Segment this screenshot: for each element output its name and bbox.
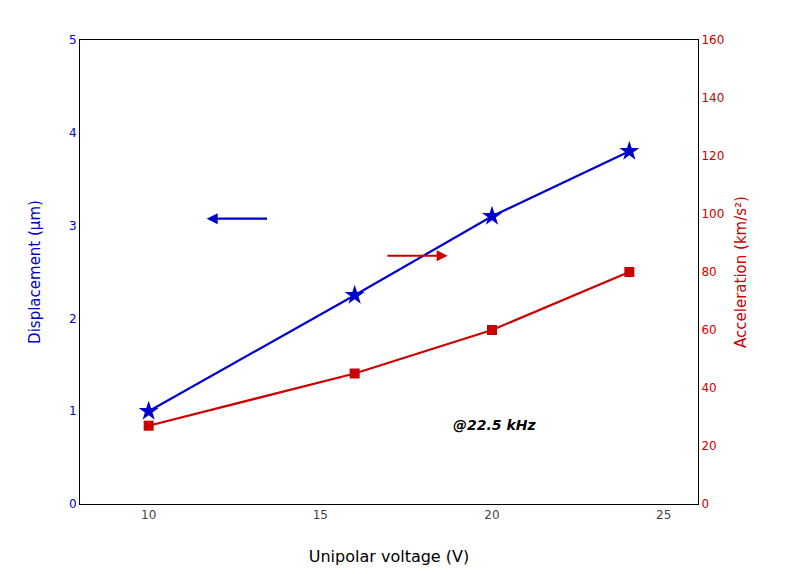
svg-text:1: 1 [69, 404, 77, 418]
svg-text:20: 20 [701, 439, 716, 453]
svg-text:2: 2 [69, 312, 77, 326]
svg-text:25: 25 [656, 508, 671, 522]
svg-text:Acceleration (km/s²): Acceleration (km/s²) [732, 196, 750, 348]
svg-text:10: 10 [141, 508, 156, 522]
svg-text:60: 60 [701, 323, 716, 337]
svg-text:160: 160 [701, 33, 724, 47]
svg-text:3: 3 [69, 219, 77, 233]
svg-text:5: 5 [69, 33, 77, 47]
svg-text:4: 4 [69, 126, 77, 140]
svg-text:20: 20 [484, 508, 499, 522]
svg-text:120: 120 [701, 149, 724, 163]
svg-text:Unipolar voltage (V): Unipolar voltage (V) [309, 547, 469, 566]
svg-text:@22.5 kHz: @22.5 kHz [453, 417, 536, 433]
svg-text:Displacement (μm): Displacement (μm) [26, 200, 44, 344]
svg-text:40: 40 [701, 381, 716, 395]
svg-text:140: 140 [701, 91, 724, 105]
svg-text:15: 15 [313, 508, 328, 522]
svg-text:0: 0 [701, 497, 709, 511]
svg-text:0: 0 [69, 497, 77, 511]
svg-text:100: 100 [701, 207, 724, 221]
svg-text:80: 80 [701, 265, 716, 279]
